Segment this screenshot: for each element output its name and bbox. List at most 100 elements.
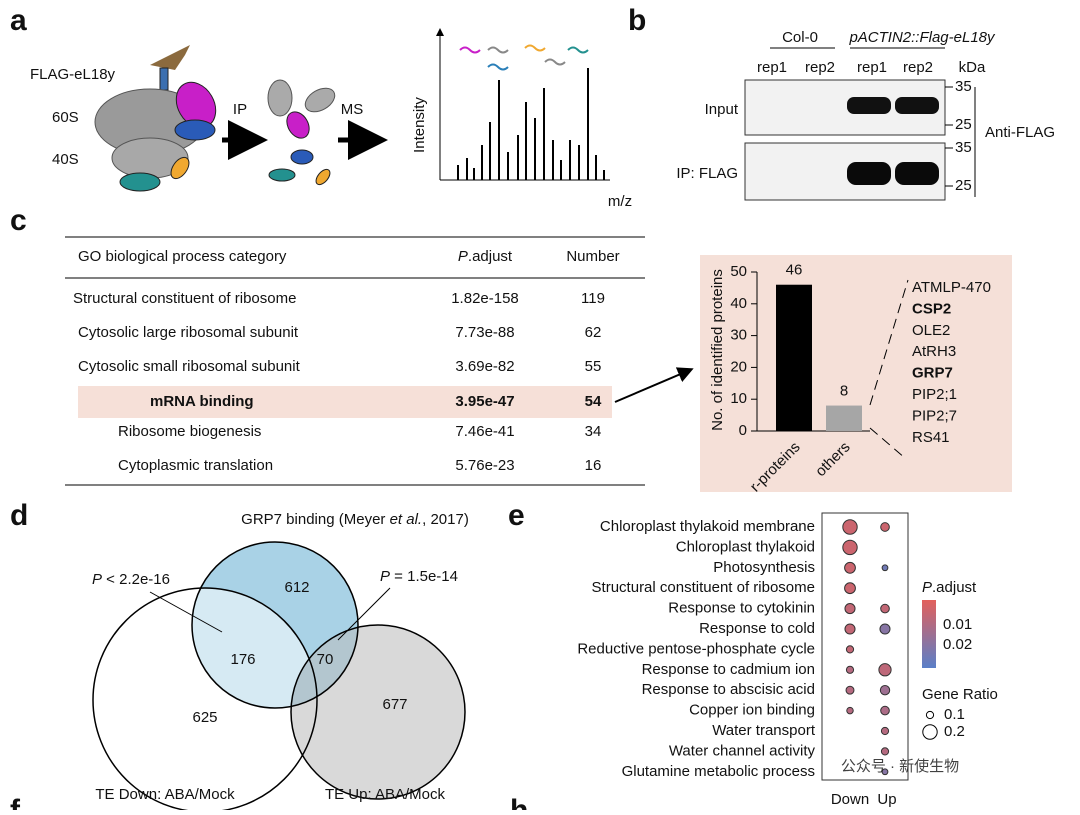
number-cell: 54: [585, 393, 602, 410]
category-cell: Cytosolic large ribosomal subunit: [78, 324, 299, 341]
axis-label: No. of identified proteins: [709, 269, 726, 431]
padjust-cell: 7.46e-41: [455, 423, 514, 440]
colorbar-tick: 0.02: [943, 636, 972, 653]
western-blot: [744, 47, 976, 201]
venn-count: 176: [230, 651, 255, 668]
bar: [826, 405, 862, 431]
size-key: [925, 710, 935, 720]
panel-label: c: [10, 204, 27, 237]
value-label: 46: [786, 262, 803, 279]
p-value: P < 2.2e-16: [92, 571, 170, 588]
marker-label: 25: [955, 116, 972, 133]
set-label: TE Down: ABA/Mock: [95, 786, 235, 803]
term-label: Water channel activity: [669, 742, 816, 759]
size-key: [922, 724, 938, 740]
dot: [880, 603, 890, 614]
dot: [842, 519, 858, 535]
title-part: et al.: [390, 511, 423, 528]
padjust-cell: 3.69e-82: [455, 358, 514, 375]
term-label: Copper ion binding: [689, 702, 815, 719]
italic-part: P: [92, 571, 102, 588]
dot: [878, 663, 892, 677]
watermark: 公众号 · 新使生物: [841, 758, 959, 775]
dot: [880, 726, 890, 736]
padjust-cell: 3.95e-47: [455, 393, 514, 410]
term-label: Water transport: [712, 722, 816, 739]
table-header: GO biological process category: [78, 248, 287, 265]
venn-count: 70: [317, 651, 334, 668]
dot: [880, 522, 890, 532]
category-cell: mRNA binding: [150, 393, 254, 410]
dot: [881, 768, 889, 776]
lane-label: rep2: [903, 59, 933, 76]
go-table-frame: [65, 236, 1012, 492]
panel-label: h: [510, 794, 528, 810]
text-part: < 2.2e-16: [102, 571, 170, 588]
category-cell: Cytosolic small ribosomal subunit: [78, 358, 301, 375]
p-value: P = 1.5e-14: [380, 568, 458, 585]
term-label: Glutamine metabolic process: [622, 763, 815, 780]
panel-label: e: [508, 499, 525, 532]
padjust-cell: 7.73e-88: [455, 324, 514, 341]
row-label: IP: FLAG: [676, 165, 738, 182]
lane-label: rep1: [857, 59, 887, 76]
panel-label: f: [10, 794, 21, 810]
step-label: IP: [233, 101, 247, 118]
marker-label: 25: [955, 177, 972, 194]
text-part: = 1.5e-14: [390, 568, 458, 585]
category-cell: Structural constituent of ribosome: [73, 290, 296, 307]
bait-label: FLAG-eL18y: [30, 66, 116, 83]
panel-label: b: [628, 4, 646, 37]
axis-label: Intensity: [411, 97, 428, 153]
title-part: GRP7 binding (Meyer: [241, 511, 389, 528]
category-cell: Cytoplasmic translation: [118, 457, 273, 474]
panel-label: d: [10, 499, 28, 532]
title-part: , 2017): [422, 511, 469, 528]
panel-label: a: [10, 4, 27, 37]
dot: [844, 623, 856, 635]
term-label: Response to cytokinin: [668, 600, 815, 617]
lane-label: rep2: [805, 59, 835, 76]
gene-label: CSP2: [912, 300, 951, 317]
term-label: Photosynthesis: [713, 559, 815, 576]
italic-part: P: [380, 568, 390, 585]
subunit-label: 60S: [52, 109, 79, 126]
dot: [879, 623, 891, 635]
term-label: Response to cold: [699, 620, 815, 637]
gene-label: GRP7: [912, 365, 953, 382]
gene-label: PIP2;7: [912, 407, 957, 424]
gene-label: RS41: [912, 429, 950, 446]
number-cell: 16: [585, 457, 602, 474]
dot: [880, 747, 890, 756]
gene-label: OLE2: [912, 322, 950, 339]
text-part: .adjust: [468, 248, 513, 265]
venn-title: GRP7 binding (Meyer et al., 2017): [241, 511, 469, 528]
number-cell: 55: [585, 358, 602, 375]
gene-label: ATMLP-470: [912, 279, 991, 296]
marker-label: 35: [955, 139, 972, 156]
y-tick-label: 10: [730, 390, 747, 407]
legend-title: P.adjust: [922, 579, 977, 596]
gene-label: PIP2;1: [912, 386, 957, 403]
term-label: Chloroplast thylakoid: [676, 538, 815, 555]
colorbar: [922, 600, 936, 668]
dot: [846, 706, 854, 715]
unit-label: kDa: [959, 59, 986, 76]
axis-label: m/z: [608, 193, 632, 210]
table-header: P.adjust: [458, 248, 513, 265]
term-label: Response to abscisic acid: [642, 681, 815, 698]
y-tick-label: 50: [730, 263, 747, 280]
number-cell: 34: [585, 423, 602, 440]
number-cell: 62: [585, 324, 602, 341]
set-label: TE Up: ABA/Mock: [325, 786, 446, 803]
term-label: Reductive pentose-phosphate cycle: [577, 640, 815, 657]
dot: [844, 582, 856, 595]
x-tick-label: Down: [831, 791, 869, 808]
term-label: Chloroplast thylakoid membrane: [600, 518, 815, 535]
dot: [845, 645, 855, 654]
group-label: pACTIN2::Flag-eL18y: [848, 29, 996, 46]
padjust-cell: 5.76e-23: [455, 457, 514, 474]
dot: [845, 685, 855, 695]
term-label: Structural constituent of ribosome: [592, 579, 815, 596]
